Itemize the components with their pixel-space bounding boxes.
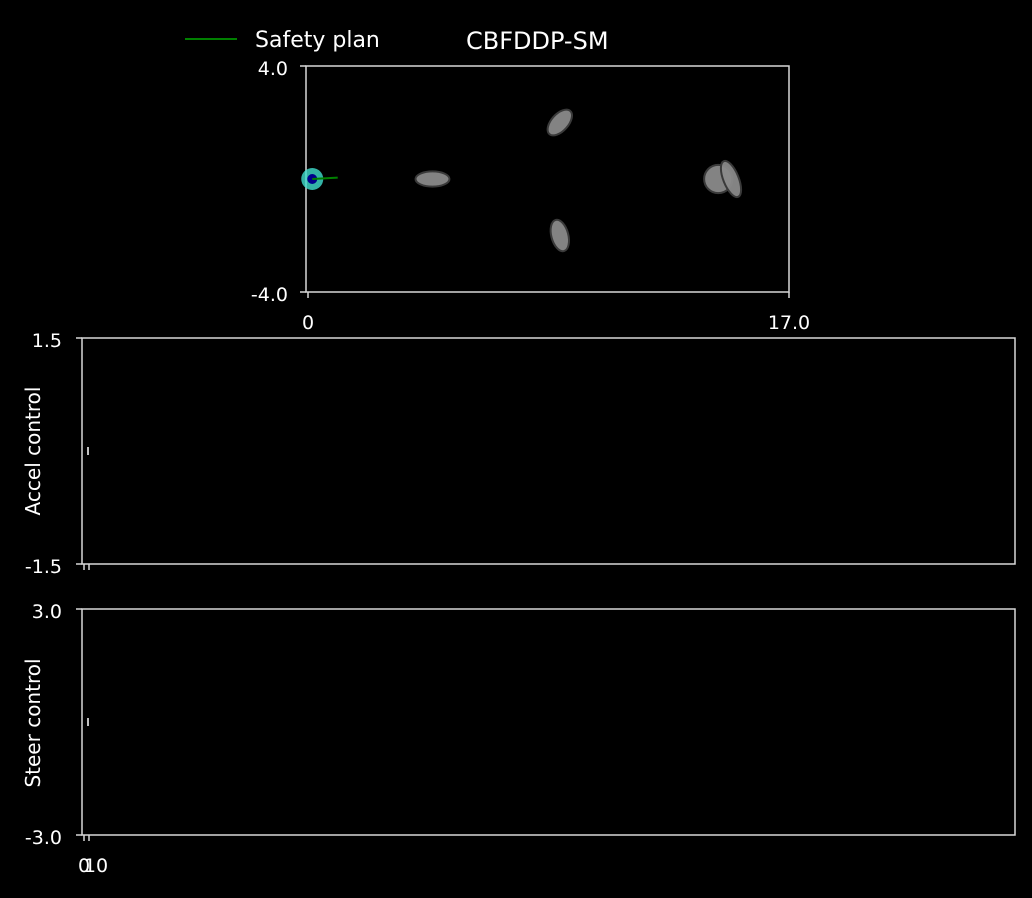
- accel-frame: [81, 337, 1016, 565]
- map-y-tick-label-bottom: -4.0: [251, 284, 288, 306]
- obstacle-ellipse-5: [719, 159, 743, 199]
- steer-y-tick-label-top: 3.0: [32, 601, 62, 623]
- map-title: CBFDDP-SM: [466, 27, 609, 55]
- steer-x-tick-label-a: 0: [78, 855, 90, 877]
- steer-y-axis-label: Steer control: [21, 658, 45, 787]
- obstacle-ellipse-2: [546, 108, 573, 137]
- map-x-tick-label-left: 0: [302, 312, 314, 334]
- obstacle-ellipse-1: [414, 170, 451, 188]
- steer-y-tick-label-bottom: -3.0: [25, 827, 62, 849]
- steer-panel: 3.0 -3.0 0 10 Steer control: [21, 601, 1016, 877]
- map-panel: 4.0 -4.0 0 17.0: [251, 58, 810, 334]
- obstacle-ellipse-3: [549, 218, 571, 253]
- accel-y-tick-label-bottom: -1.5: [25, 556, 62, 578]
- map-marks: [301, 108, 743, 253]
- map-y-tick-label-top: 4.0: [258, 58, 288, 80]
- steer-frame: [81, 608, 1016, 836]
- legend-label: Safety plan: [255, 28, 380, 53]
- accel-y-tick-label-top: 1.5: [32, 330, 62, 352]
- accel-y-axis-label: Accel control: [21, 387, 45, 516]
- steer-x-tick-label-b: 10: [84, 855, 108, 877]
- accel-panel: 1.5 -1.5 Accel control: [21, 330, 1016, 578]
- legend: Safety plan: [185, 28, 380, 53]
- safety-plan-line: [312, 176, 338, 180]
- map-x-tick-label-right: 17.0: [768, 312, 810, 334]
